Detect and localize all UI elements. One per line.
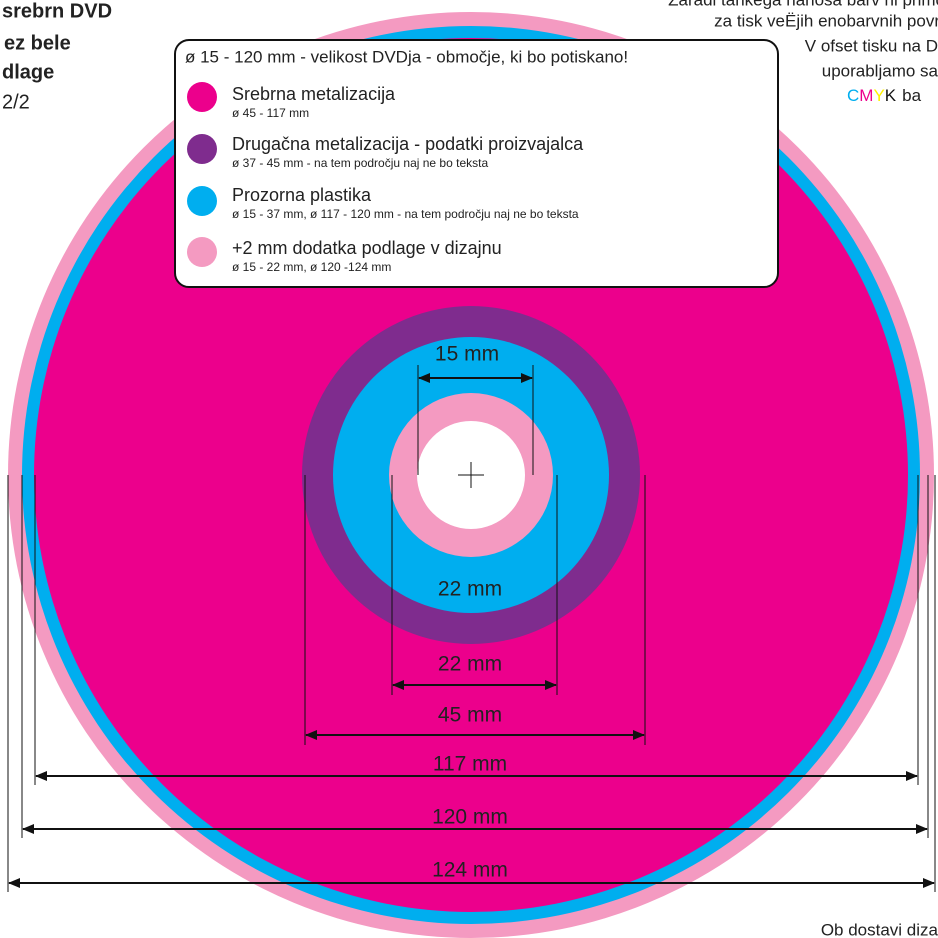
page-number: 2/2 (2, 91, 30, 113)
cmyk-letter: C (847, 86, 859, 105)
cmyk-note: CMYK ba (847, 86, 922, 105)
dim-label: 45 mm (438, 704, 502, 727)
heading-line: ez bele (4, 32, 71, 54)
note-line: uporabljamo sa (822, 61, 938, 80)
dim-label: 22 mm (438, 578, 502, 601)
legend-detail: ø 15 - 37 mm, ø 117 - 120 mm - na tem po… (232, 207, 579, 221)
legend-swatch (187, 237, 217, 267)
dim-label: 15 mm (435, 343, 499, 366)
legend-swatch (187, 186, 217, 216)
dim-label: 120 mm (432, 806, 508, 829)
legend-detail: ø 15 - 22 mm, ø 120 -124 mm (232, 260, 391, 274)
heading-line: srebrn DVD (2, 0, 112, 22)
dim-label: 124 mm (432, 859, 508, 882)
legend-detail: ø 45 - 117 mm (232, 106, 309, 120)
note-line: Zaradi tankega nanosa barv ni primo (668, 0, 938, 9)
note-line: za tisk veËjih enobarvnih povr (714, 11, 938, 30)
note-line: V ofset tisku na D (805, 36, 938, 55)
legend-swatch (187, 134, 217, 164)
legend-label: Srebrna metalizacija (232, 84, 396, 104)
legend-label: Drugačna metalizacija - podatki proizvaj… (232, 134, 584, 154)
dim-label: 117 mm (433, 753, 507, 776)
legend-label: Prozorna plastika (232, 185, 372, 205)
note-text: ba (902, 86, 921, 105)
dim-label: 22 mm (438, 653, 502, 676)
footer-note: Ob dostavi diza (821, 920, 938, 938)
cmyk-letter: K (885, 86, 897, 105)
legend-swatch (187, 82, 217, 112)
extension-lines (7, 365, 936, 892)
legend-label: +2 mm dodatka podlage v dizajnu (232, 238, 502, 258)
legend-detail: ø 37 - 45 mm - na tem področju naj ne bo… (232, 156, 488, 170)
cmyk-letter: Y (873, 86, 884, 105)
heading-line: dlage (2, 61, 54, 83)
legend-title: ø 15 - 120 mm - velikost DVDja - območje… (185, 47, 628, 66)
cmyk-letter: M (859, 86, 873, 105)
legend-box (174, 39, 779, 288)
